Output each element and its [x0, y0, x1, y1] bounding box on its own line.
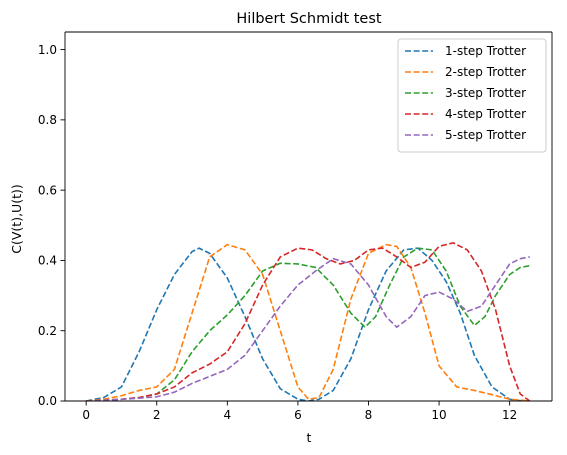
x-tick-label: 8 [365, 408, 373, 422]
x-tick-label: 4 [224, 408, 232, 422]
legend: 1-step Trotter 2-step Trotter 3-step Trott… [397, 38, 547, 153]
chart-title: Hilbert Schmidt test [236, 11, 382, 27]
y-tick-label: 0.4 [38, 254, 57, 268]
x-axis-label: t [307, 430, 312, 445]
series-line-2 [86, 243, 530, 401]
x-tick-label: 6 [294, 408, 302, 422]
legend-label-1: 1-step Trotter [445, 44, 526, 58]
series-line-4 [86, 242, 531, 401]
x-tick-label: 0 [82, 408, 90, 422]
y-tick-label: 1.0 [38, 43, 57, 57]
plot-area [86, 242, 531, 401]
x-tick-label: 2 [153, 408, 161, 422]
legend-label-3: 3-step Trotter [445, 86, 526, 100]
legend-label-5: 5-step Trotter [445, 128, 526, 142]
y-tick-label: 0.6 [38, 183, 57, 197]
y-tick-label: 0.2 [38, 324, 57, 338]
series-line-3 [86, 247, 530, 401]
series-line-1 [86, 247, 530, 401]
series-line-5 [86, 256, 530, 401]
legend-box [397, 38, 547, 153]
series-lines [86, 242, 531, 401]
axes: 0 2 4 6 8 10 12 0.0 0.2 0.4 0.6 0.8 1.0 [38, 31, 553, 422]
y-tick-label: 0.0 [38, 394, 57, 408]
legend-label-2: 2-step Trotter [445, 65, 526, 79]
x-tick-label: 12 [502, 408, 517, 422]
y-axis-label: C(V(t),U(t)) [9, 184, 24, 253]
y-tick-label: 0.8 [38, 113, 57, 127]
legend-label-4: 4-step Trotter [445, 107, 526, 121]
x-tick-label: 10 [431, 408, 446, 422]
